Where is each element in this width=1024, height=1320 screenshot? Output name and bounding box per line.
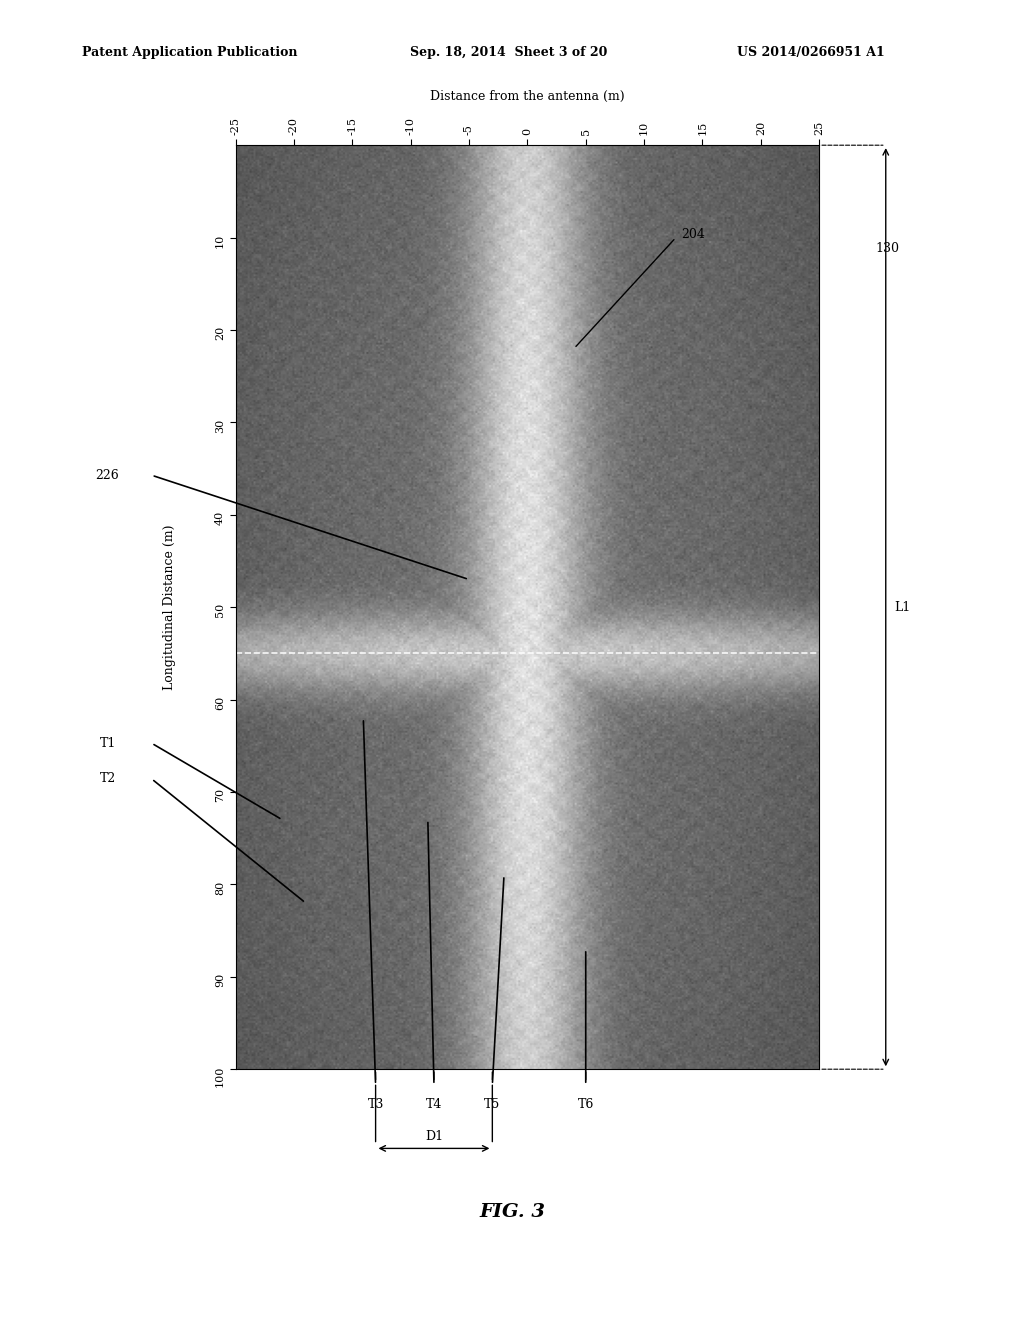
Text: Sep. 18, 2014  Sheet 3 of 20: Sep. 18, 2014 Sheet 3 of 20 <box>410 46 607 59</box>
Y-axis label: Longitudinal Distance (m): Longitudinal Distance (m) <box>163 524 176 690</box>
Text: T3: T3 <box>368 1098 384 1111</box>
X-axis label: Distance from the antenna (m): Distance from the antenna (m) <box>430 90 625 103</box>
Text: 130: 130 <box>876 242 899 255</box>
Text: US 2014/0266951 A1: US 2014/0266951 A1 <box>737 46 885 59</box>
Text: T5: T5 <box>484 1098 501 1111</box>
Text: T2: T2 <box>100 772 117 785</box>
Text: FIG. 3: FIG. 3 <box>479 1203 545 1221</box>
Text: D1: D1 <box>425 1130 443 1143</box>
Text: 204: 204 <box>681 228 705 242</box>
Text: T4: T4 <box>426 1098 442 1111</box>
Text: T6: T6 <box>578 1098 594 1111</box>
Text: T1: T1 <box>100 737 117 750</box>
Text: 226: 226 <box>95 469 119 482</box>
Text: L1: L1 <box>894 601 910 614</box>
Text: Patent Application Publication: Patent Application Publication <box>82 46 297 59</box>
